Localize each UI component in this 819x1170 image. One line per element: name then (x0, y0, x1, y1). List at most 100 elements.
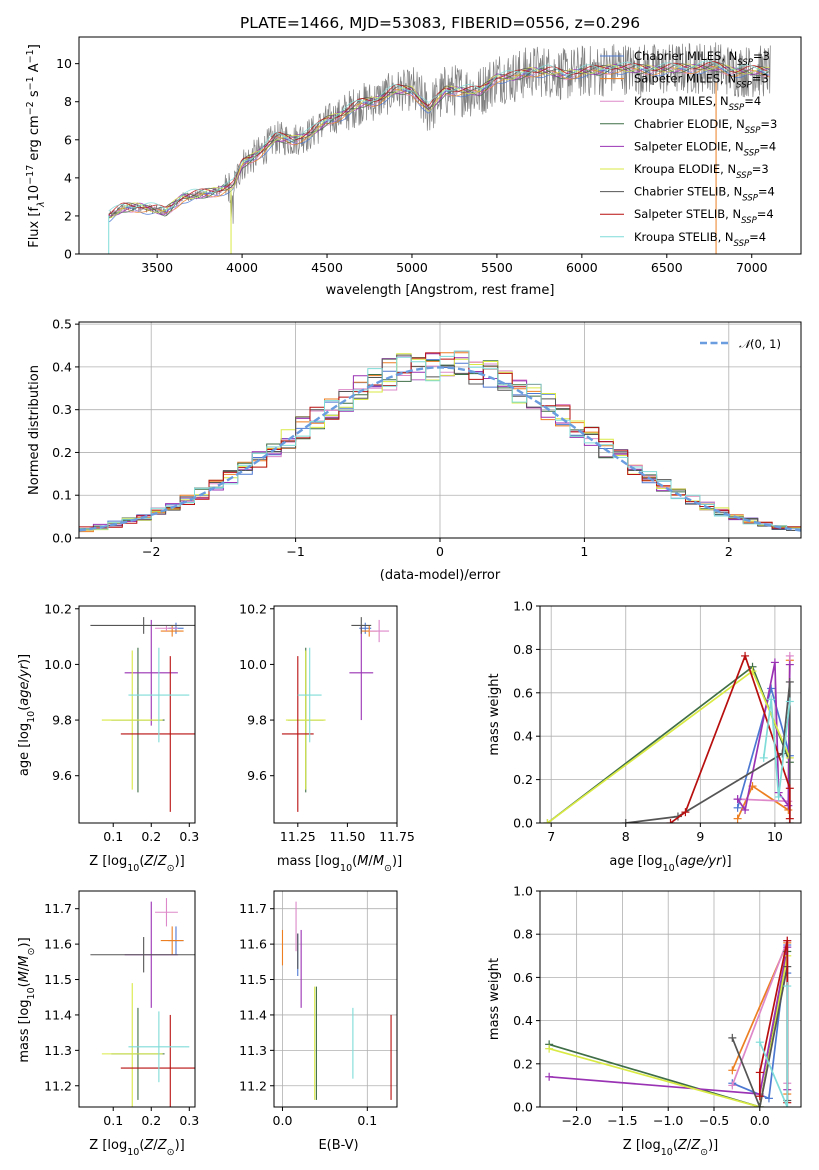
legend-label: Salpeter ELODIE, NSSP=4 (634, 139, 776, 158)
weight-lines-group (545, 936, 792, 1107)
y-tick-label: 6 (64, 132, 72, 147)
x-tick-label: 0.3 (179, 829, 199, 844)
weight-series-line (762, 699, 791, 798)
legend-label: Chabrier ELODIE, NSSP=3 (634, 117, 777, 136)
y-tick-label: 11.6 (44, 937, 72, 952)
x-tick-label: 0.0 (750, 1113, 770, 1128)
axes-frame (78, 605, 196, 824)
y-tick-label: 11.4 (239, 1007, 267, 1022)
y-tick-label: 9.8 (52, 713, 72, 728)
legend-label: Kroupa MILES, NSSP=4 (634, 94, 761, 113)
x-tick-label: 0.1 (357, 1113, 377, 1128)
mass_vs_ebv-panel: 0.0 0.1 11.2 11.3 11.4 11.5 11.6 11.7 E(B-V) (239, 890, 398, 1153)
x-tick-label: 5500 (481, 260, 513, 275)
y-tick-label: 11.2 (44, 1078, 72, 1093)
y-axis-label: Flux [fλ10−17 erg cm−2 s−1 A−1] (25, 44, 47, 248)
axes-frame (539, 605, 802, 824)
x-axis-label: (data-model)/error (380, 568, 501, 583)
mass_vs_Z-panel: 0.1 0.2 0.3 11.2 11.3 11.4 11.5 11.6 11.7 Z [log1… (17, 890, 199, 1158)
y-tick-label: 0.2 (52, 445, 72, 460)
y-tick-label: 10.0 (239, 657, 267, 672)
y-tick-label: 10.2 (44, 601, 72, 616)
y-axis-label: mass [log10(M/M⊙)] (17, 937, 37, 1062)
x-tick-label: −2 (142, 544, 160, 559)
spectrum-legend: Chabrier MILES, NSSP=3 Salpeter MILES, NS… (600, 49, 777, 249)
y-tick-label: 9.6 (52, 768, 72, 783)
legend-label: Chabrier STELIB, NSSP=4 (634, 185, 775, 204)
y-tick-label: 1.0 (513, 599, 533, 614)
model-spectrum-line (108, 63, 770, 219)
y-tick-label: 0.4 (52, 359, 72, 374)
legend-label: Salpeter MILES, NSSP=3 (634, 72, 769, 91)
weight-series-line (548, 955, 789, 1107)
x-tick-label: 11.50 (330, 829, 366, 844)
y-tick-label: 2 (64, 208, 72, 223)
x-tick-label: 11.25 (280, 829, 316, 844)
y-tick-label: 0.6 (513, 685, 533, 700)
x-axis-label: age [log10(age/yr)] (609, 854, 731, 874)
x-tick-label: 0 (436, 544, 444, 559)
y-tick-label: 10.2 (239, 601, 267, 616)
x-tick-label: 4000 (226, 260, 258, 275)
errorbar-group (90, 617, 195, 812)
y-axis-label: mass weight (487, 673, 502, 755)
legend-label: Salpeter STELIB, NSSP=4 (634, 207, 774, 226)
spectrum-data-group (108, 42, 771, 254)
x-tick-label: 2 (725, 544, 733, 559)
y-tick-label: 9.8 (247, 713, 267, 728)
y-axis-label: age [log10(age/yr)] (17, 654, 37, 776)
residual-legend: 𝒩(0, 1) (700, 337, 781, 351)
x-tick-label: 0.3 (179, 1113, 199, 1128)
histogram-series (79, 350, 801, 538)
x-tick-label: 6000 (566, 260, 598, 275)
x-tick-label: 10 (767, 829, 783, 844)
x-tick-label: 1 (580, 544, 588, 559)
gaussian-curve (79, 366, 801, 532)
x-tick-label: 0.0 (273, 1113, 293, 1128)
x-tick-label: 6500 (651, 260, 683, 275)
y-tick-label: 0.1 (52, 488, 72, 503)
x-tick-label: −1 (286, 544, 304, 559)
legend-label: Chabrier MILES, NSSP=3 (634, 49, 770, 68)
x-tick-label: 0.2 (141, 829, 161, 844)
errorbar-group (281, 901, 392, 1100)
x-tick-label: −1.0 (653, 1113, 683, 1128)
y-axis-label: Normed distribution (27, 365, 42, 495)
x-tick-label: 9 (696, 829, 704, 844)
y-tick-label: 11.6 (239, 937, 267, 952)
y-tick-label: 11.7 (44, 901, 72, 916)
weight_vs_Z-panel: −2.0 −1.5 −1.0 −0.5 0.0 0.0 0.2 0.4 0.6 0.8 1.0 Z [… (487, 884, 802, 1158)
age_vs_mass-panel: 11.25 11.50 11.75 9.6 9.8 10.0 10.2 mass [log10… (239, 601, 415, 873)
axes-frame (78, 36, 802, 255)
y-tick-label: 1.0 (513, 884, 533, 899)
x-tick-label: 7000 (736, 260, 768, 275)
x-tick-label: −2.0 (561, 1113, 591, 1128)
x-tick-label: 4500 (311, 260, 343, 275)
figure-title: PLATE=1466, MJD=53083, FIBERID=0556, z=0… (240, 14, 640, 32)
y-tick-label: 0.2 (513, 1056, 533, 1071)
x-tick-label: 8 (622, 829, 630, 844)
axes-frame (78, 890, 196, 1108)
residuals-panel: −2 −1 0 1 2 0.0 0.1 0.2 0.3 0.4 0.5 𝒩(0, 1) (data-mo… (27, 317, 802, 583)
y-tick-label: 11.7 (239, 901, 267, 916)
y-tick-label: 11.5 (239, 972, 267, 987)
x-tick-label: 0.1 (103, 829, 123, 844)
y-tick-label: 9.6 (247, 768, 267, 783)
y-axis-label: mass weight (487, 958, 502, 1040)
weight-lines-group (543, 651, 794, 823)
axes-frame (273, 890, 398, 1108)
x-tick-label: 7 (547, 829, 555, 844)
x-axis-label: Z [log10(Z/Z⊙)] (89, 1138, 184, 1158)
y-tick-label: 4 (64, 170, 72, 185)
y-tick-label: 10 (56, 56, 72, 71)
errorbar-group (281, 617, 390, 812)
weight-series-line (759, 986, 789, 1107)
errorbar-group (90, 898, 195, 1107)
x-axis-label: E(B-V) (318, 1138, 358, 1153)
y-tick-label: 11.2 (239, 1078, 267, 1093)
x-tick-label: 5000 (396, 260, 428, 275)
legend-label: Kroupa STELIB, NSSP=4 (634, 230, 766, 249)
spectrum-panel: 3500 4000 4500 5000 5500 6000 6500 7000 0 2 4 6 8 10 C… (25, 36, 802, 298)
x-axis-label: mass [log10(M/M⊙)] (277, 854, 402, 874)
